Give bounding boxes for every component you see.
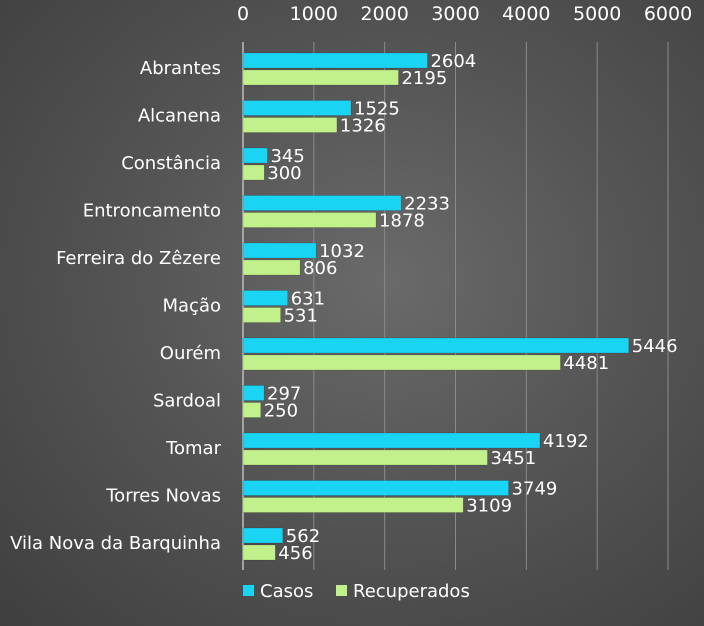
data-label: 250 bbox=[264, 401, 298, 422]
category-label: Sardoal bbox=[153, 391, 221, 412]
bar-recuperados bbox=[242, 544, 276, 561]
data-label: 1525 bbox=[354, 99, 400, 120]
bar-recuperados bbox=[242, 354, 561, 371]
data-label: 297 bbox=[267, 384, 301, 405]
bar-recuperados bbox=[242, 117, 338, 133]
bar-casos bbox=[242, 432, 541, 449]
data-label: 4192 bbox=[543, 431, 589, 452]
bars bbox=[242, 52, 630, 561]
category-label: Alcanena bbox=[138, 106, 221, 127]
legend-label-casos: Casos bbox=[260, 581, 313, 602]
bar-recuperados bbox=[242, 307, 281, 323]
bar-recuperados bbox=[242, 449, 488, 466]
data-label: 2195 bbox=[401, 68, 447, 89]
bar-casos bbox=[242, 480, 509, 496]
category-label: Vila Nova da Barquinha bbox=[10, 533, 221, 554]
x-axis-ticks: 0 1000 2000 3000 4000 5000 6000 bbox=[237, 3, 692, 25]
bar-casos bbox=[242, 147, 268, 164]
data-label: 2233 bbox=[404, 194, 450, 215]
data-label: 3451 bbox=[490, 448, 536, 469]
bar-recuperados bbox=[242, 259, 301, 276]
data-label: 806 bbox=[303, 258, 337, 279]
bar-casos bbox=[242, 337, 630, 354]
data-label: 562 bbox=[286, 526, 320, 547]
data-label: 631 bbox=[291, 289, 325, 310]
data-label: 300 bbox=[267, 163, 301, 184]
bar-casos bbox=[242, 52, 428, 69]
category-label: Abrantes bbox=[140, 58, 221, 79]
legend-swatch-recuperados bbox=[336, 585, 347, 596]
category-labels: Abrantes Alcanena Constância Entroncamento F… bbox=[10, 58, 221, 554]
data-label: 456 bbox=[278, 543, 312, 564]
category-label: Entroncamento bbox=[83, 201, 221, 222]
bar-recuperados bbox=[242, 212, 377, 228]
x-tick-label: 6000 bbox=[644, 3, 692, 25]
data-label: 3749 bbox=[512, 479, 558, 500]
category-label: Constância bbox=[121, 153, 221, 174]
x-tick-label: 1000 bbox=[290, 3, 338, 25]
category-label: Ourém bbox=[160, 343, 221, 364]
data-label: 1326 bbox=[340, 116, 386, 137]
category-label: Tomar bbox=[165, 438, 222, 459]
bar-casos bbox=[242, 242, 317, 259]
legend-swatch-casos bbox=[243, 585, 254, 596]
category-label: Mação bbox=[163, 296, 222, 317]
x-tick-label: 0 bbox=[237, 3, 249, 25]
data-label: 345 bbox=[270, 146, 304, 167]
bar-recuperados bbox=[242, 164, 265, 181]
bar-casos bbox=[242, 290, 288, 306]
bar-casos bbox=[242, 100, 352, 116]
legend-label-recuperados: Recuperados bbox=[353, 581, 470, 602]
bar-casos bbox=[242, 527, 284, 544]
data-label: 3109 bbox=[466, 496, 512, 517]
bar-recuperados bbox=[242, 497, 464, 513]
x-tick-label: 3000 bbox=[431, 3, 479, 25]
category-label: Torres Novas bbox=[105, 486, 221, 507]
bar-casos bbox=[242, 195, 402, 211]
category-label: Ferreira do Zêzere bbox=[56, 248, 221, 269]
data-label: 2604 bbox=[430, 51, 476, 72]
x-tick-label: 4000 bbox=[502, 3, 550, 25]
data-label: 4481 bbox=[563, 353, 609, 374]
x-tick-label: 2000 bbox=[360, 3, 408, 25]
bar-casos bbox=[242, 385, 265, 401]
data-label: 1032 bbox=[319, 241, 365, 262]
bar-recuperados bbox=[242, 402, 261, 418]
x-tick-label: 5000 bbox=[573, 3, 621, 25]
data-label: 5446 bbox=[632, 336, 678, 357]
data-label: 531 bbox=[284, 306, 318, 327]
legend: Casos Recuperados bbox=[243, 581, 470, 602]
bar-recuperados bbox=[242, 69, 399, 86]
data-labels: 2604 1525 345 2233 1032 631 5446 297 4192 3749 562… bbox=[264, 51, 678, 564]
data-label: 1878 bbox=[379, 211, 425, 232]
